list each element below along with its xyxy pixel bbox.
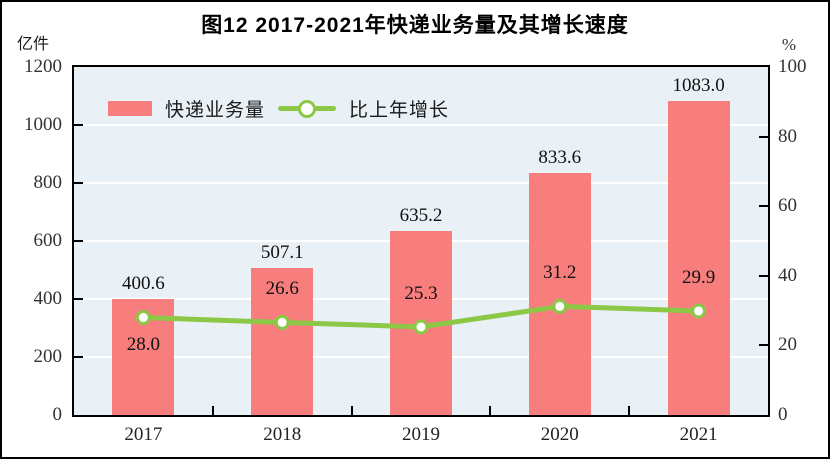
left-axis-tick	[74, 182, 83, 184]
gridline	[74, 124, 768, 126]
growth-value-label: 31.2	[543, 262, 577, 284]
right-axis-tick	[759, 205, 768, 208]
line-marker	[274, 314, 290, 330]
plot-area: 快递业务量 比上年增长 400.6 507.1 635.2 833.6 1083.0 28…	[72, 65, 770, 417]
gridline	[74, 182, 768, 184]
x-axis-label-2018: 2018	[263, 424, 302, 445]
x-axis-label-2017: 2017	[124, 424, 163, 445]
bar-series-swatch	[108, 101, 152, 116]
x-axis-tick	[628, 406, 631, 415]
growth-line-layer	[135, 298, 707, 335]
right-axis-tick-label: 100	[778, 56, 807, 77]
bar-value-label: 400.6	[122, 272, 165, 294]
line-marker	[135, 310, 151, 326]
x-axis-label-2021: 2021	[679, 424, 718, 445]
x-axis-tick	[350, 406, 353, 415]
x-axis-tick	[489, 406, 492, 415]
right-axis-tick-label: 60	[778, 195, 797, 217]
right-axis-tick	[759, 274, 768, 277]
left-axis-tick-label: 200	[33, 346, 63, 367]
line-marker	[552, 298, 568, 314]
right-axis-unit: %	[781, 35, 796, 54]
right-axis-tick	[759, 344, 768, 347]
x-axis-label-2020: 2020	[540, 424, 579, 445]
left-axis-tick	[74, 124, 83, 126]
growth-value-label: 25.3	[404, 282, 438, 304]
legend: 快递业务量 比上年增长	[108, 95, 449, 122]
left-axis-tick	[74, 356, 83, 358]
bar-value-label: 1083.0	[672, 74, 725, 96]
line-series-legend-label: 比上年增长	[349, 100, 450, 121]
line-series-swatch	[278, 99, 337, 118]
bar-value-label: 507.1	[260, 241, 304, 263]
left-axis-tick-label: 0	[52, 404, 63, 425]
left-axis-unit: 亿件	[17, 36, 50, 53]
growth-value-label: 29.9	[681, 266, 716, 288]
line-marker	[413, 319, 429, 335]
left-axis-tick-label: 600	[33, 230, 63, 251]
left-axis-tick-label: 1200	[24, 56, 62, 77]
chart-title: 图12 2017-2021年快递业务量及其增长速度	[201, 14, 629, 37]
left-axis-tick-label: 1000	[24, 114, 62, 135]
bar-2018	[251, 267, 314, 415]
right-axis-tick-label: 40	[778, 264, 797, 286]
bar-value-label: 635.2	[399, 204, 443, 226]
x-axis-label-2019: 2019	[402, 424, 440, 445]
growth-value-label: 26.6	[265, 278, 299, 300]
bar-2021	[667, 100, 730, 415]
line-marker	[691, 303, 707, 319]
left-axis-tick-label: 800	[33, 172, 63, 193]
bar-value-label: 833.6	[538, 147, 582, 169]
right-axis-tick-label: 20	[778, 334, 797, 356]
bar-2020	[528, 173, 591, 415]
right-axis-tick-label: 80	[778, 125, 797, 147]
bar-series-legend-label: 快递业务量	[165, 100, 266, 121]
right-axis-tick	[759, 135, 768, 138]
x-axis-tick	[211, 406, 214, 415]
left-axis-tick-label: 400	[33, 288, 63, 309]
left-axis-tick	[74, 240, 83, 242]
right-axis-tick-label: 0	[778, 404, 788, 425]
left-axis-tick	[74, 298, 83, 300]
growth-value-label: 28.0	[126, 333, 161, 355]
line-marker-icon	[298, 99, 317, 118]
